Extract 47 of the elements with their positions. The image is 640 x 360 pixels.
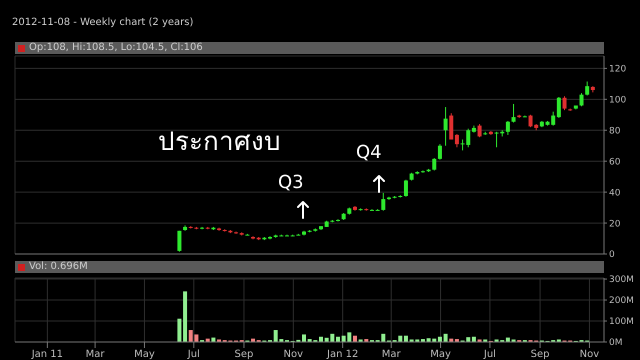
candlestick xyxy=(512,103,516,124)
y-tick-label: 0M xyxy=(609,338,622,348)
y-tick-label: 80 xyxy=(609,126,621,136)
chart-title: Vol: 0.696M xyxy=(29,261,88,273)
bar xyxy=(352,336,357,342)
y-tick-label: 120 xyxy=(609,64,626,75)
y-tick-label: 200M xyxy=(609,296,634,306)
x-tick-label: Jul xyxy=(186,349,200,360)
annotation: ประกาศงบ xyxy=(158,126,281,159)
x-tick-label: Mar xyxy=(86,349,106,360)
candlestick xyxy=(506,120,510,136)
x-tick-label: Mar xyxy=(382,349,402,360)
candlestick xyxy=(478,124,482,138)
candlestick xyxy=(556,96,561,118)
candlestick xyxy=(585,81,590,96)
candlestick xyxy=(381,192,386,212)
x-tick-label: Nov xyxy=(580,349,600,360)
x-tick-label: Sep xyxy=(530,349,550,360)
y-tick-label: 300M xyxy=(609,275,634,286)
chart-subtitle: 2012-11-08 - Weekly chart (2 years) xyxy=(12,16,194,30)
candlestick xyxy=(562,96,567,111)
annotation: Q4 xyxy=(356,142,382,163)
candlestick xyxy=(177,230,182,252)
x-tick-label: May xyxy=(134,349,155,360)
x-tick-label: May xyxy=(430,349,451,360)
chart-title: Op:108, Hi:108.5, Lo:104.5, Cl:106 xyxy=(29,42,203,54)
x-tick-label: Jan 11 xyxy=(30,349,64,360)
candlestick xyxy=(580,92,584,107)
y-tick-label: 100 xyxy=(609,96,626,106)
y-tick-label: 100M xyxy=(609,317,634,328)
candlestick xyxy=(438,144,442,160)
x-tick-label: Jan 12 xyxy=(326,349,358,360)
y-tick-label: 0 xyxy=(609,250,615,260)
x-tick-label: Nov xyxy=(284,349,304,360)
y-tick-label: 20 xyxy=(609,219,621,230)
x-tick-label: Jul xyxy=(482,349,496,360)
y-tick-label: 40 xyxy=(609,188,621,198)
candlestick xyxy=(432,158,436,171)
bar xyxy=(188,330,193,342)
annotation: Q3 xyxy=(278,172,304,193)
bar xyxy=(194,334,198,342)
x-tick-label: Sep xyxy=(234,349,254,360)
bar xyxy=(347,332,352,342)
candlestick xyxy=(444,106,448,146)
candlestick xyxy=(404,179,408,198)
bar xyxy=(211,338,216,342)
y-tick-label: 60 xyxy=(609,157,621,168)
